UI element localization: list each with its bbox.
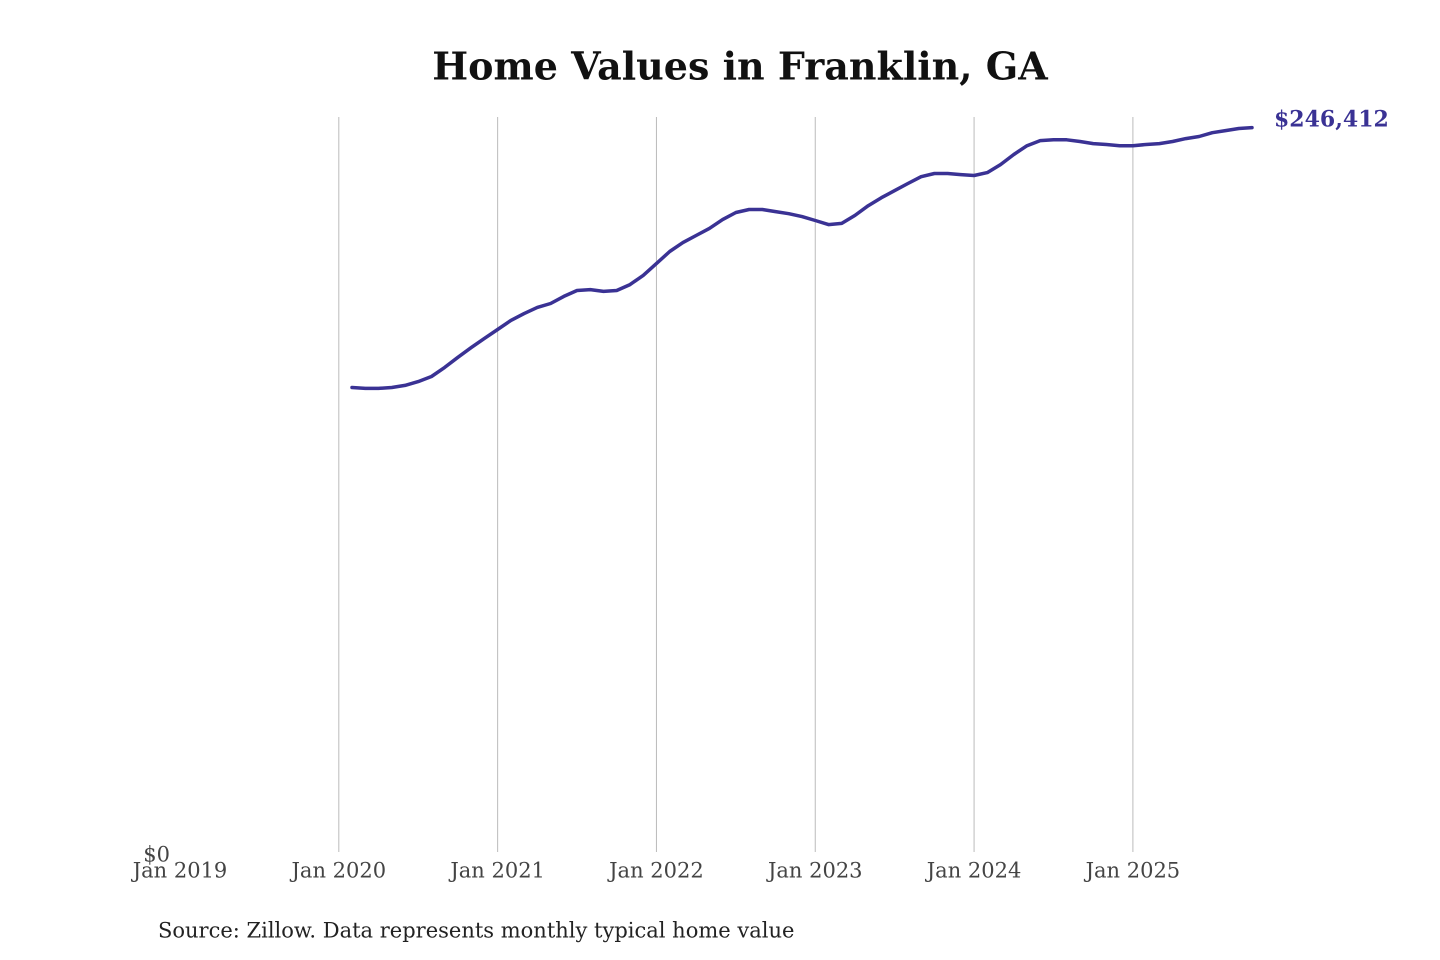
chart-title: Home Values in Franklin, GA [432, 44, 1048, 89]
x-tick-label: Jan 2023 [766, 859, 863, 883]
line-series [350, 125, 1254, 391]
value-label: $246,412 [1274, 107, 1389, 133]
x-tick-label: Jan 2022 [607, 859, 704, 883]
x-tick-label: Jan 2024 [925, 859, 1022, 883]
y-tick-label: $0 [143, 843, 170, 867]
x-tick-label: Jan 2021 [448, 859, 545, 883]
x-tick-label: Jan 2025 [1084, 859, 1181, 883]
source-note: Source: Zillow. Data represents monthly … [158, 919, 794, 943]
x-tick-label: Jan 2019 [131, 859, 228, 883]
x-tick-label: Jan 2020 [290, 859, 387, 883]
